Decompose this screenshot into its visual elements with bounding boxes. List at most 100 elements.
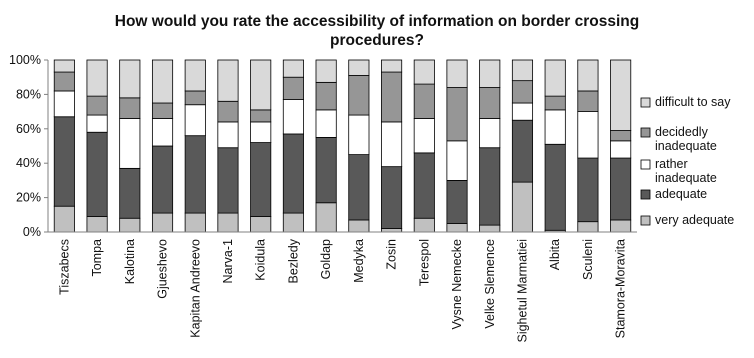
bar-segment-adequate: [381, 166, 403, 229]
x-tick-label: Terespol: [417, 239, 431, 286]
bar-segment-difficult-to-say: [151, 59, 174, 104]
bar-segment-difficult-to-say: [315, 59, 337, 83]
bar-segment-rather-inadequate: [610, 140, 632, 159]
bar-segment-very-adequate: [479, 224, 501, 233]
bar-segment-rather-inadequate: [348, 114, 370, 156]
bar-segment-rather-inadequate: [86, 114, 108, 133]
x-tick-label: Tiszabecs: [57, 239, 71, 295]
bar-segment-adequate: [577, 157, 599, 223]
bar-segment-rather-inadequate: [577, 111, 599, 159]
bar-segment-decidedly-inadequate: [151, 102, 174, 119]
bar-segment-rather-inadequate: [151, 118, 174, 147]
x-tick-label: Bezledy: [286, 238, 300, 283]
legend-label: decidedly: [655, 125, 709, 139]
bar-segment-decidedly-inadequate: [119, 97, 141, 119]
bar-segment-very-adequate: [315, 202, 337, 233]
legend: difficult to saydecidedlyinadequaterathe…: [640, 95, 734, 227]
y-tick-label: 80%: [16, 87, 41, 101]
x-tick-label: Velke Slemence: [483, 239, 497, 329]
bar-segment-rather-inadequate: [119, 118, 141, 169]
legend-swatch: [640, 97, 651, 108]
bar-segment-difficult-to-say: [53, 59, 75, 73]
bar-segment-adequate: [315, 136, 337, 204]
bar-segment-very-adequate: [184, 212, 206, 233]
bar-segment-adequate: [250, 142, 272, 217]
y-tick-label: 20%: [16, 191, 41, 205]
x-axis: Tiszabecs Tompa Kalotina Gjueshevo Kapitan A…: [48, 231, 637, 343]
x-tick-label: Narva-1: [221, 239, 235, 284]
bar-segment-adequate: [479, 147, 501, 226]
x-tick-label: Goldap: [319, 239, 333, 279]
x-tick-label: Albita: [548, 239, 562, 270]
bar-segment-decidedly-inadequate: [53, 71, 75, 92]
bar-segment-very-adequate: [217, 212, 239, 233]
chart-title-line-2: procedures?: [330, 32, 424, 49]
bar-segment-very-adequate: [53, 205, 75, 233]
bar-segment-difficult-to-say: [511, 59, 534, 82]
legend-swatch: [640, 189, 651, 200]
legend-swatch: [640, 215, 651, 226]
bar-segment-adequate: [53, 116, 75, 207]
y-axis: 0% 20% 40% 60% 80% 100%: [9, 53, 49, 239]
bar-segment-difficult-to-say: [217, 59, 239, 102]
chart-title-line-1: How would you rate the accessibility of …: [115, 13, 640, 30]
bar-segment-very-adequate: [446, 222, 468, 233]
bar-segment-difficult-to-say: [381, 59, 403, 73]
bar-segment-decidedly-inadequate: [511, 80, 534, 104]
bar-segment-decidedly-inadequate: [381, 71, 403, 123]
y-tick-label: 40%: [16, 156, 41, 170]
bar-segment-difficult-to-say: [413, 59, 435, 85]
legend-label: inadequate: [655, 139, 717, 153]
bar-segment-very-adequate: [511, 181, 534, 233]
bar-segment-very-adequate: [151, 212, 174, 233]
bar-segment-rather-inadequate: [511, 102, 534, 121]
x-tick-label: Gjueshevo: [156, 239, 170, 299]
bar-segment-decidedly-inadequate: [544, 95, 566, 111]
bar-segment-adequate: [544, 143, 566, 231]
legend-swatch: [640, 127, 651, 138]
bar-segment-decidedly-inadequate: [610, 130, 632, 142]
bar-segment-rather-inadequate: [479, 118, 501, 149]
bar-segment-adequate: [610, 157, 632, 221]
bar-segment-very-adequate: [119, 217, 141, 233]
bar-segment-decidedly-inadequate: [86, 95, 108, 116]
bar-segment-difficult-to-say: [282, 59, 304, 78]
x-tick-label: Kalotina: [123, 239, 137, 284]
bar-segment-decidedly-inadequate: [413, 83, 435, 119]
bar-segment-very-adequate: [413, 217, 435, 233]
bar-segment-adequate: [119, 167, 141, 219]
bar-segment-adequate: [217, 147, 239, 214]
bar-segment-adequate: [151, 145, 174, 214]
bar-segment-adequate: [184, 135, 206, 214]
bars-group: [53, 59, 632, 233]
bar-segment-difficult-to-say: [184, 59, 206, 92]
legend-label: very adequate: [655, 213, 734, 227]
bar-segment-adequate: [413, 152, 435, 219]
bar-segment-decidedly-inadequate: [250, 109, 272, 123]
bar-segment-very-adequate: [610, 219, 632, 233]
bar-segment-decidedly-inadequate: [184, 90, 206, 106]
bar-segment-difficult-to-say: [119, 59, 141, 99]
bar-segment-very-adequate: [381, 228, 403, 233]
legend-swatch: [640, 159, 651, 170]
bar-segment-difficult-to-say: [610, 59, 632, 131]
y-tick-label: 60%: [16, 122, 41, 136]
bar-segment-difficult-to-say: [479, 59, 501, 88]
bar-segment-difficult-to-say: [446, 59, 468, 88]
x-tick-label: Tompa: [90, 239, 104, 277]
bar-segment-rather-inadequate: [381, 121, 403, 168]
bar-segment-rather-inadequate: [544, 109, 566, 145]
bar-segment-adequate: [282, 133, 304, 214]
bar-segment-very-adequate: [86, 216, 108, 233]
bar-segment-difficult-to-say: [544, 59, 566, 97]
bar-segment-rather-inadequate: [446, 140, 468, 181]
bar-segment-very-adequate: [250, 216, 272, 233]
bar-segment-adequate: [511, 119, 534, 183]
bar-segment-decidedly-inadequate: [315, 81, 337, 111]
bar-segment-adequate: [86, 131, 108, 217]
bar-segment-decidedly-inadequate: [348, 75, 370, 116]
bar-segment-rather-inadequate: [184, 104, 206, 137]
bar-segment-rather-inadequate: [250, 121, 272, 143]
legend-label: rather: [655, 157, 688, 171]
